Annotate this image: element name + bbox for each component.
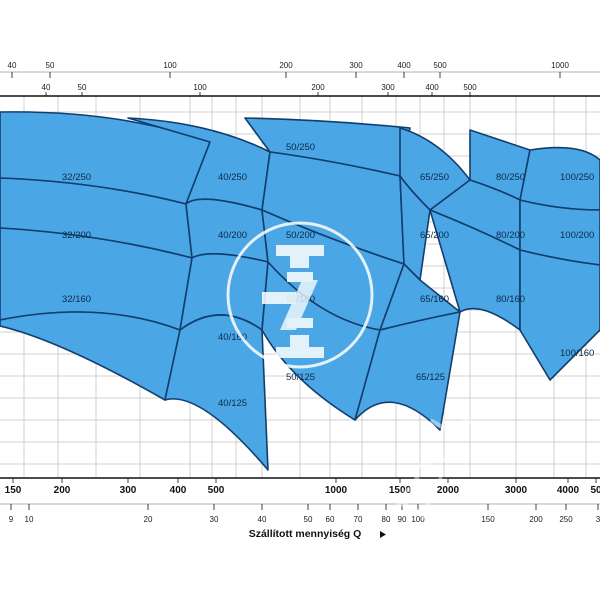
top-axis-row1-label: 400 [397, 61, 411, 70]
bottom-axis-row1-label: 1000 [325, 485, 348, 496]
pump-label-65-250: 65/250 [420, 172, 449, 183]
pump-label-80-250: 80/250 [496, 172, 525, 183]
pump-label-65-160: 65/160 [420, 294, 449, 305]
pump-label-80-200: 80/200 [496, 230, 525, 241]
bottom-axis-row1-label: 1500 [389, 485, 412, 496]
bottom-axis-row2-label: 9 [9, 515, 14, 524]
pump-label-40-125: 40/125 [218, 398, 247, 409]
bottom-axis-row2-label: 200 [529, 515, 543, 524]
pump-label-40-250: 40/250 [218, 172, 247, 183]
bottom-axis-row2-label: 90 [398, 515, 407, 524]
bottom-axis-row1-label: 4000 [557, 485, 580, 496]
bottom-axis-row2-label: 80 [382, 515, 391, 524]
pump-label-50-125: 50/125 [286, 372, 315, 383]
top-axis-row2-label: 50 [78, 83, 87, 92]
pump-area-32-160 [0, 311, 181, 401]
x-axis-title: Szállított mennyiség Q [249, 528, 386, 540]
pump-label-40-160: 40/160 [218, 332, 247, 343]
bottom-axis-row2-label: 50 [304, 515, 313, 524]
pump-area-65-125 [354, 311, 461, 431]
bottom-axis-row2-label: 60 [326, 515, 335, 524]
top-axis-row2-label: 400 [425, 83, 439, 92]
top-axis-row1-label: 40 [8, 61, 17, 70]
top-axis-row2-label: 200 [311, 83, 325, 92]
pump-area-40-125 [164, 314, 269, 471]
pump-label-100-250: 100/250 [560, 172, 594, 183]
bottom-axis-row2-label: 40 [258, 515, 267, 524]
pump-label-32-160: 32/160 [62, 294, 91, 305]
pump-label-40-200: 40/200 [218, 230, 247, 241]
pump-label-50-250: 50/250 [286, 142, 315, 153]
bottom-axis-row1-label: 300 [120, 485, 137, 496]
bottom-axis-row1-label: 3000 [505, 485, 528, 496]
top-axis-row1-label: 100 [163, 61, 177, 70]
bottom-axis-row1-label: 150 [5, 485, 22, 496]
top-axis-row2-label: 300 [381, 83, 395, 92]
svg-text:pot.h: pot.h [379, 396, 485, 525]
top-axis-row2-label: 100 [193, 83, 207, 92]
bottom-axis-row1-label: 200 [54, 485, 71, 496]
bottom-axis-row2-label: 70 [354, 515, 363, 524]
pump-label-100-200: 100/200 [560, 230, 594, 241]
bottom-axis-row1-label: 400 [170, 485, 187, 496]
bottom-axis-row1-label: 2000 [437, 485, 460, 496]
top-axis-row1-label: 200 [279, 61, 293, 70]
bottom-axis-row2-label: 150 [481, 515, 495, 524]
pump-label-50-200: 50/200 [286, 230, 315, 241]
top-axis-row1-label: 1000 [551, 61, 569, 70]
top-axis-row2-label: 40 [42, 83, 51, 92]
bottom-axis-row2-label: 20 [144, 515, 153, 524]
pump-area-100-160 [519, 249, 600, 381]
pump-label-65-125: 65/125 [416, 372, 445, 383]
pump-areas [0, 111, 600, 471]
arrow-right-icon [380, 531, 386, 538]
pump-label-80-160: 80/160 [496, 294, 525, 305]
bottom-axis-row2-label: 3 [596, 515, 600, 524]
top-axis-row1-label: 300 [349, 61, 363, 70]
bottom-axis-row1-label: 500 [208, 485, 225, 496]
bottom-axis-row2-label: 10 [25, 515, 34, 524]
bottom-axis-row2-label: 30 [210, 515, 219, 524]
x-axis-label: Szállított mennyiség Q [249, 528, 362, 540]
bottom-axis-row2-label: 250 [559, 515, 573, 524]
axes: 40 50 100 200 300 400 500 1000 40 50 100 200 300 400 5… [0, 61, 600, 524]
bottom-axis-row2-label: 100 [411, 515, 425, 524]
top-axis-row1-label: 500 [433, 61, 447, 70]
pump-label-65-200: 65/200 [420, 230, 449, 241]
top-axis-row1-label: 50 [46, 61, 55, 70]
pump-label-32-250: 32/250 [62, 172, 91, 183]
pump-label-100-160: 100/160 [560, 348, 594, 359]
top-axis-row2-label: 500 [463, 83, 477, 92]
pump-label-32-200: 32/200 [62, 230, 91, 241]
bottom-axis-row1-label: 50 [590, 485, 600, 496]
